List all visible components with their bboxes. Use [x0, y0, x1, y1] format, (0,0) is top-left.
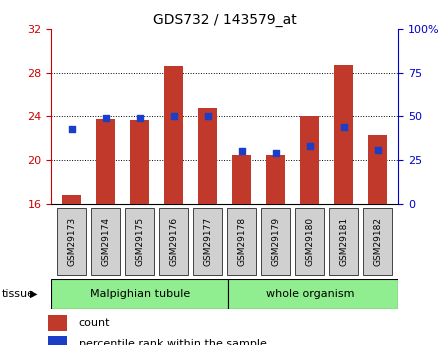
- Point: [68, 126, 75, 131]
- Bar: [232, 155, 251, 204]
- FancyBboxPatch shape: [51, 279, 228, 309]
- Bar: [198, 108, 217, 204]
- Text: GSM29179: GSM29179: [271, 217, 280, 266]
- Text: GSM29181: GSM29181: [340, 217, 348, 266]
- Text: count: count: [78, 318, 110, 328]
- Text: whole organism: whole organism: [266, 289, 354, 299]
- Text: GSM29174: GSM29174: [101, 217, 110, 266]
- Text: percentile rank within the sample: percentile rank within the sample: [78, 339, 267, 345]
- FancyBboxPatch shape: [57, 208, 86, 275]
- Text: GSM29180: GSM29180: [305, 217, 314, 266]
- Point: [102, 116, 109, 121]
- Point: [136, 116, 143, 121]
- Bar: [368, 135, 387, 204]
- Bar: [130, 120, 149, 204]
- Text: GSM29176: GSM29176: [169, 217, 178, 266]
- FancyBboxPatch shape: [227, 208, 256, 275]
- Text: tissue: tissue: [2, 289, 35, 299]
- FancyBboxPatch shape: [91, 208, 120, 275]
- Point: [170, 114, 177, 119]
- Bar: [62, 195, 81, 204]
- Point: [340, 124, 348, 130]
- FancyBboxPatch shape: [193, 208, 222, 275]
- Text: Malpighian tubule: Malpighian tubule: [89, 289, 190, 299]
- Text: GSM29178: GSM29178: [237, 217, 246, 266]
- FancyBboxPatch shape: [228, 279, 398, 309]
- Point: [306, 143, 313, 149]
- FancyBboxPatch shape: [329, 208, 358, 275]
- Bar: [267, 155, 285, 204]
- Bar: [164, 66, 183, 204]
- Text: GSM29175: GSM29175: [135, 217, 144, 266]
- FancyBboxPatch shape: [159, 208, 188, 275]
- Bar: [49, 336, 67, 345]
- FancyBboxPatch shape: [125, 208, 154, 275]
- Bar: [49, 315, 67, 331]
- Text: GSM29173: GSM29173: [67, 217, 76, 266]
- Point: [238, 148, 245, 154]
- FancyBboxPatch shape: [364, 208, 392, 275]
- Point: [272, 150, 279, 156]
- FancyBboxPatch shape: [261, 208, 290, 275]
- Point: [204, 114, 211, 119]
- FancyBboxPatch shape: [295, 208, 324, 275]
- Bar: [335, 65, 353, 204]
- Point: [374, 147, 381, 152]
- Bar: [96, 119, 115, 204]
- Bar: [300, 117, 319, 204]
- Title: GDS732 / 143579_at: GDS732 / 143579_at: [153, 13, 297, 27]
- Text: GSM29182: GSM29182: [373, 217, 382, 266]
- Text: ▶: ▶: [30, 289, 38, 299]
- Text: GSM29177: GSM29177: [203, 217, 212, 266]
